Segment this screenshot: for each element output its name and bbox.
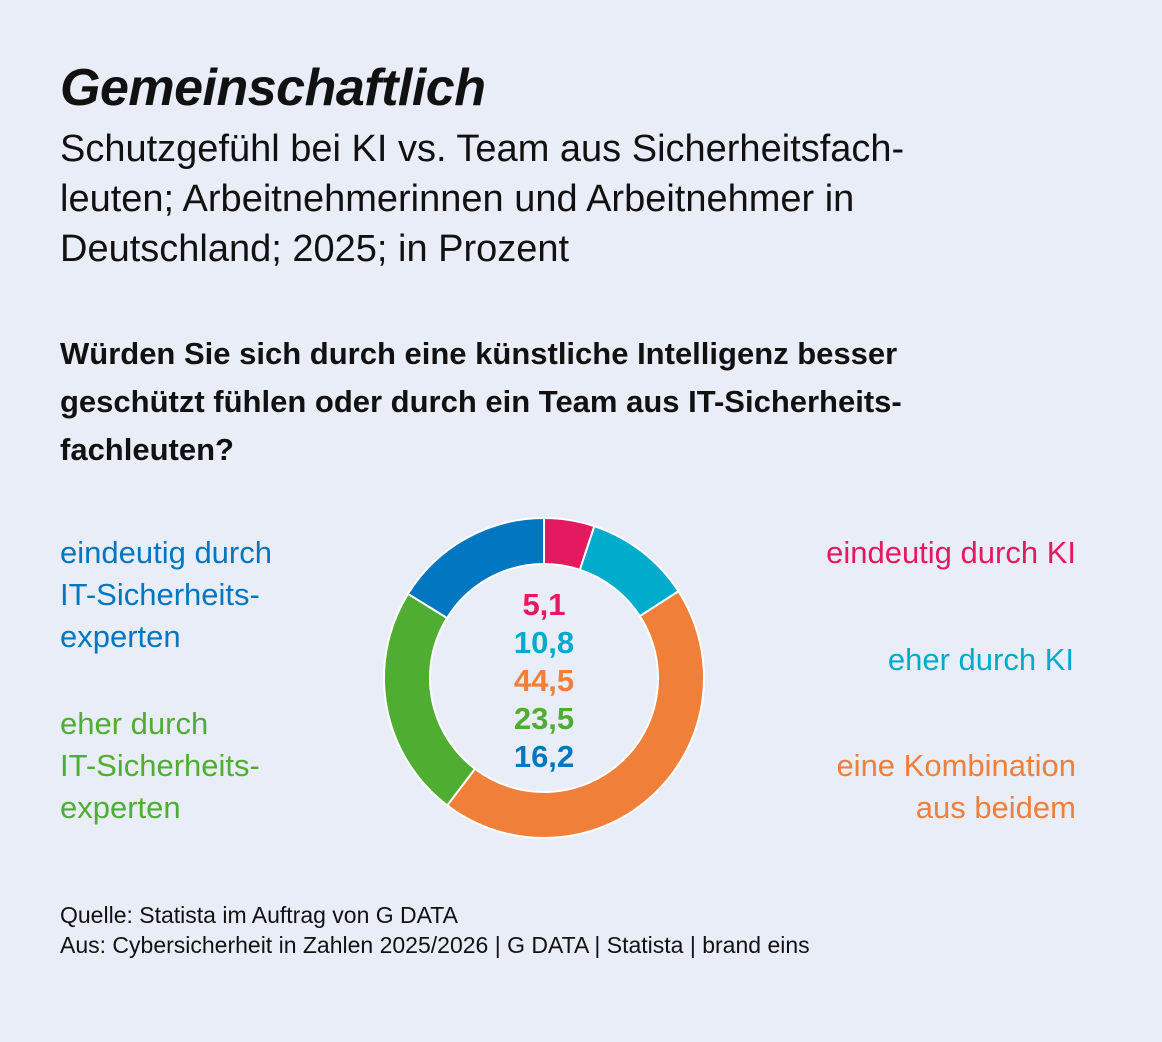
label-line: IT-Sicherheits- [60, 748, 260, 783]
value-label: 16,2 [513, 739, 575, 774]
label-eindeutig-it: eindeutig durch IT-Sicherheits- experten [60, 532, 272, 658]
subtitle-line: Deutschland; 2025; in Prozent [60, 228, 570, 270]
question-line: fachleuten? [60, 432, 234, 467]
label-line: eindeutig durch [60, 535, 272, 570]
label-eindeutig-ki: eindeutig durch KI [826, 532, 1076, 574]
label-line: IT-Sicherheits- [60, 577, 260, 612]
survey-question: Würden Sie sich durch eine künstliche In… [60, 330, 1060, 474]
source-line: Quelle: Statista im Auftrag von G DATA [60, 902, 458, 928]
value-label: 44,5 [513, 663, 575, 698]
donut-slice-3 [445, 589, 705, 839]
chart-title: Gemeinschaftlich [60, 59, 486, 117]
question-line: geschützt fühlen oder durch ein Team aus… [60, 384, 902, 419]
label-kombination: eine Kombination aus beidem [836, 745, 1076, 829]
value-label: 5,1 [522, 587, 566, 622]
donut-slice-4 [383, 592, 477, 807]
label-line: eher durch KI [887, 642, 1074, 677]
value-labels: 5,1 10,8 44,5 23,5 16,2 [494, 586, 594, 776]
label-eher-ki: eher durch KI [888, 639, 1074, 681]
question-line: Würden Sie sich durch eine künstliche In… [60, 336, 898, 371]
label-line: eher durch [60, 706, 209, 741]
label-line: eine Kombination [836, 748, 1076, 783]
donut-slice-5 [406, 516, 545, 620]
label-line: experten [60, 619, 181, 654]
source-line: Aus: Cybersicherheit in Zahlen 2025/2026… [60, 932, 810, 958]
label-eher-it: eher durch IT-Sicherheits- experten [60, 703, 260, 829]
donut-chart [383, 516, 705, 839]
subtitle-line: Schutzgefühl bei KI vs. Team aus Sicherh… [60, 128, 905, 170]
subtitle-line: leuten; Arbeitnehmerinnen und Arbeitnehm… [60, 178, 855, 220]
label-line: experten [60, 790, 181, 825]
source-note: Quelle: Statista im Auftrag von G DATA A… [60, 900, 810, 960]
label-line: eindeutig durch KI [826, 535, 1076, 570]
value-label: 10,8 [513, 625, 575, 660]
label-line: aus beidem [915, 790, 1076, 825]
chart-subtitle: Schutzgefühl bei KI vs. Team aus Sicherh… [60, 124, 1060, 274]
value-label: 23,5 [513, 701, 575, 736]
